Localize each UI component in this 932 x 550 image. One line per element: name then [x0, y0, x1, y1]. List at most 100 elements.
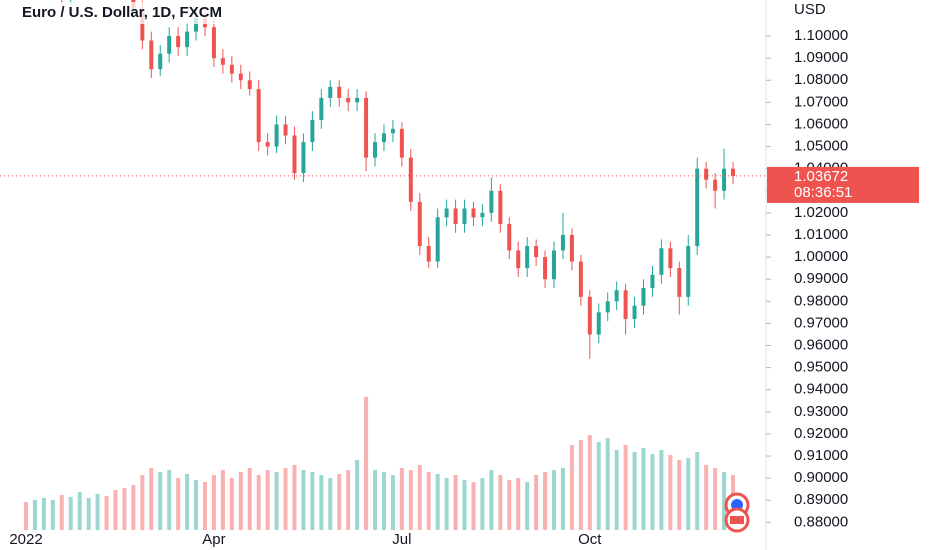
volume-bar: [176, 478, 181, 530]
candle-body: [381, 133, 386, 143]
volume-bar: [569, 445, 574, 530]
flag-us-inner: [730, 516, 744, 524]
candle-body: [462, 208, 467, 224]
candle-body: [722, 168, 727, 191]
candle-body: [346, 97, 351, 103]
y-tick-label: 0.92000: [794, 425, 848, 442]
y-tick-label: 0.97000: [794, 314, 848, 331]
volume-bar: [104, 496, 109, 530]
candle-body: [480, 212, 485, 218]
volume-bar: [686, 458, 691, 530]
volume-bar: [623, 445, 628, 530]
y-tick-label: 1.01000: [794, 226, 848, 243]
candle-body: [390, 128, 395, 134]
plot-area: [24, 0, 735, 530]
volume-bar: [194, 480, 199, 530]
volume-bar: [113, 490, 118, 530]
candle-body: [587, 296, 592, 335]
volume-bar: [122, 488, 127, 530]
candle-body: [319, 97, 324, 121]
volume-bar: [167, 470, 172, 530]
candle-body: [471, 208, 476, 218]
candle-body: [274, 124, 279, 147]
volume-bar: [641, 448, 646, 530]
countdown-label: 08:36:51: [794, 184, 852, 201]
candle-body: [731, 168, 735, 176]
candle-body: [238, 73, 243, 81]
volume-bar: [41, 498, 46, 530]
candle-body: [256, 89, 261, 143]
candle-body: [176, 36, 181, 48]
candle-body: [364, 97, 369, 158]
candle-body: [641, 288, 646, 306]
candle-body: [247, 80, 252, 90]
candle-body: [596, 312, 601, 335]
volume-bar: [68, 497, 73, 530]
candle-body: [337, 86, 342, 98]
candle-body: [140, 9, 145, 41]
volume-bar: [453, 475, 458, 530]
volume-bar: [274, 472, 279, 530]
candle-body: [569, 234, 574, 262]
volume-bar: [695, 452, 700, 530]
volume-bar: [319, 475, 324, 530]
x-tick-label: Apr: [202, 531, 225, 548]
volume-bar: [632, 452, 637, 530]
candle-body: [417, 201, 422, 247]
y-tick-label: 1.07000: [794, 93, 848, 110]
y-tick-label: 0.91000: [794, 447, 848, 464]
volume-bar: [310, 472, 315, 530]
candle-body: [578, 261, 583, 297]
last-price-label: 1.03672: [794, 168, 848, 185]
volume-bar: [417, 465, 422, 530]
volume-bar: [390, 475, 395, 530]
candle-body: [408, 157, 413, 202]
candle-body: [435, 217, 440, 262]
volume-bar: [220, 470, 225, 530]
volume-bar: [552, 470, 557, 530]
candle-body: [704, 168, 709, 180]
y-tick-label: 0.90000: [794, 469, 848, 486]
y-tick-label: 1.05000: [794, 138, 848, 155]
volume-bar: [713, 468, 718, 530]
candle-body: [426, 246, 431, 262]
y-tick-label: 1.02000: [794, 204, 848, 221]
volume-bar: [399, 468, 404, 530]
volume-bar: [292, 465, 297, 530]
candle-body: [659, 248, 664, 275]
volume-bar: [516, 478, 521, 530]
flag-icons: [724, 492, 750, 533]
volume-bar: [650, 454, 655, 530]
volume-bar: [480, 478, 485, 530]
y-tick-label: 0.94000: [794, 381, 848, 398]
y-tick-label: 0.89000: [794, 491, 848, 508]
volume-bar: [346, 470, 351, 530]
volume-bar: [596, 442, 601, 530]
volume-bar: [507, 480, 512, 530]
chart-title: Euro / U.S. Dollar, 1D, FXCM: [22, 4, 222, 21]
volume-bar: [426, 472, 431, 530]
candle-body: [525, 246, 530, 269]
candle-body: [220, 58, 225, 65]
candle-body: [328, 86, 333, 98]
volume-bar: [77, 492, 82, 530]
volume-bar: [444, 478, 449, 530]
volume-bar: [668, 455, 673, 530]
candle-body: [283, 124, 288, 136]
volume-bar: [158, 472, 163, 530]
volume-bar: [202, 482, 207, 530]
y-tick-label: 0.88000: [794, 513, 848, 530]
y-tick-label: 1.06000: [794, 115, 848, 132]
candle-body: [534, 246, 539, 258]
y-tick-label: 1.10000: [794, 27, 848, 44]
volume-bar: [578, 440, 583, 530]
volume-bar: [525, 482, 530, 530]
volume-bar: [247, 468, 252, 530]
volume-bar: [256, 475, 261, 530]
candle-body: [373, 142, 378, 158]
volume-bar: [131, 485, 136, 530]
candle-body: [507, 223, 512, 251]
candle-body: [149, 40, 154, 70]
candle-body: [677, 268, 682, 297]
